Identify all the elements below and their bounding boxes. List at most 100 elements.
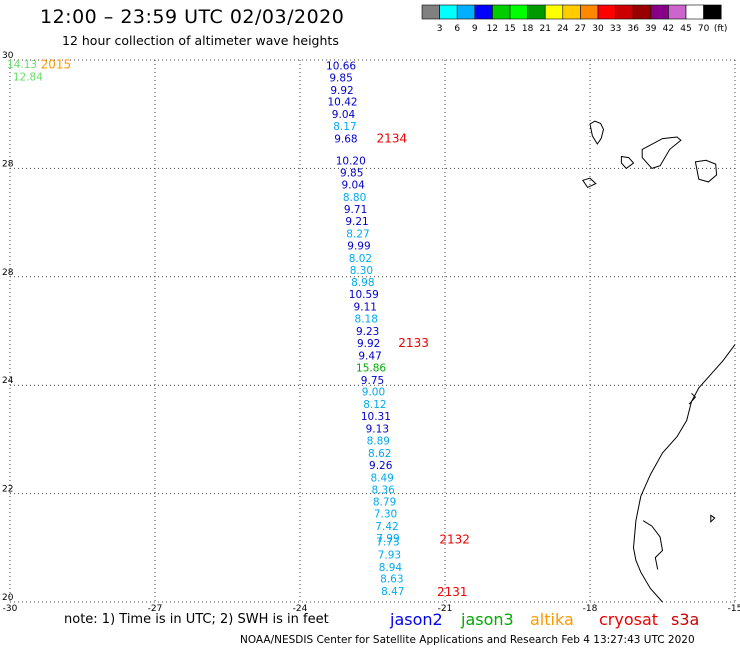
pass-number-label: 2134	[377, 132, 408, 146]
lat-tick-label: 24	[2, 376, 14, 386]
island-outline	[582, 177, 597, 189]
wave-height-label: 8.18	[355, 314, 378, 326]
color-scale-label: 21	[539, 24, 550, 34]
pass-number-label: 2015	[41, 57, 72, 71]
wave-height-label: 8.02	[349, 253, 372, 265]
wave-height-label: 10.59	[349, 289, 379, 301]
wave-height-label: 9.23	[356, 326, 379, 338]
wave-height-label: 9.21	[345, 216, 368, 228]
wave-height-label: 9.00	[362, 387, 385, 399]
wave-height-label: 8.30	[350, 265, 373, 277]
color-scale-label: 24	[557, 24, 569, 34]
legend-cryosat: cryosat	[599, 610, 659, 629]
color-scale-label: 39	[645, 24, 657, 34]
wave-height-label: 7.99	[376, 533, 399, 545]
wave-height-label: 9.85	[329, 72, 352, 84]
lon-tick-label: -24	[293, 604, 308, 614]
color-scale-label: 33	[610, 24, 621, 34]
pass-number-label: 2133	[398, 336, 429, 350]
lon-tick-label: -18	[583, 604, 598, 614]
wave-height-label: 8.49	[370, 472, 393, 484]
wave-height-label: 8.98	[351, 277, 374, 289]
wave-height-label: 10.20	[336, 155, 366, 167]
wave-height-label: 9.11	[354, 302, 377, 314]
color-scale-label: 45	[680, 24, 691, 34]
wave-height-label: 12.84	[13, 71, 43, 83]
lat-tick-label: 28	[2, 268, 14, 278]
wave-height-label: 8.89	[367, 435, 390, 447]
legend-s3a: s3a	[671, 610, 700, 629]
island-outline	[694, 159, 718, 183]
island-outline	[641, 136, 682, 169]
color-scale-label: 70	[698, 24, 710, 34]
color-swatch	[703, 4, 722, 20]
wave-height-label: 9.04	[341, 180, 365, 192]
wave-height-label: 8.79	[373, 497, 396, 509]
pass-number-label: 2132	[439, 533, 470, 547]
wave-height-label: 9.92	[330, 85, 353, 97]
wave-height-label: 14.13	[7, 59, 37, 71]
color-scale-label: 18	[522, 24, 534, 34]
color-scale-label: 6	[454, 24, 460, 34]
color-scale-label: 30	[592, 24, 604, 34]
lon-tick-label: -15	[728, 604, 740, 614]
wave-height-label: 9.92	[357, 338, 380, 350]
wave-height-label: 9.47	[358, 350, 381, 362]
wave-height-label: 9.13	[366, 424, 389, 436]
wave-height-label: 10.31	[361, 411, 391, 423]
color-scale-label: 36	[627, 24, 639, 34]
footer-credit: NOAA/NESDIS Center for Satellite Applica…	[240, 634, 695, 646]
color-scale-label: 12	[487, 24, 498, 34]
page-subtitle: 12 hour collection of altimeter wave hei…	[62, 33, 339, 48]
wave-height-label: 9.99	[347, 240, 370, 252]
color-scale-bar: 3 6 9 12 15 18 21 24 27 30 33 36 39 42 45 70 (ft)	[421, 4, 728, 34]
coastline	[632, 344, 736, 603]
legend-altika: altika	[530, 610, 574, 629]
wave-height-label: 7.30	[374, 509, 397, 521]
wave-height-label: 8.17	[333, 121, 356, 133]
wave-height-label: 9.85	[340, 168, 363, 180]
island-outline	[589, 120, 605, 145]
wave-height-label: 8.27	[346, 228, 369, 240]
wave-height-label: 15.86	[356, 362, 386, 374]
wave-height-label: 9.71	[344, 204, 367, 216]
wave-height-label: 8.80	[343, 192, 366, 204]
legend-jason2: jason2	[390, 610, 443, 629]
footer-note: note: 1) Time is in UTC; 2) SWH is in fe…	[64, 612, 329, 627]
wave-height-label: 9.75	[361, 375, 384, 387]
color-scale-label: 15	[504, 24, 515, 34]
coastline	[642, 520, 664, 570]
lat-tick-label: 22	[2, 485, 13, 495]
wave-height-label: 9.26	[369, 460, 393, 472]
lat-tick-label: 28	[2, 159, 14, 169]
lon-tick-label: -21	[438, 604, 453, 614]
lon-tick-label: -30	[3, 604, 18, 614]
wave-height-label: 10.66	[326, 60, 356, 72]
wave-height-label: 10.42	[328, 97, 358, 109]
color-scale-label: 42	[663, 24, 674, 34]
wave-height-label: 8.47	[381, 586, 404, 598]
island-outline	[710, 514, 716, 523]
wave-height-label: 8.62	[368, 448, 391, 460]
color-scale-unit: (ft)	[714, 24, 728, 34]
lat-tick-label: 20	[2, 593, 14, 603]
wave-height-label: 7.93	[378, 549, 401, 561]
color-scale-label: 9	[472, 24, 478, 34]
wave-height-label: 8.63	[380, 574, 403, 586]
wave-height-label: 8.94	[379, 562, 403, 574]
coastline	[688, 392, 697, 405]
lat-tick-label: 30	[2, 51, 14, 61]
page-title: 12:00 – 23:59 UTC 02/03/2020	[40, 6, 345, 28]
wave-height-label: 7.73	[376, 536, 399, 548]
color-scale-label: 3	[437, 24, 443, 34]
island-outline	[620, 155, 635, 170]
color-scale-label: 27	[575, 24, 586, 34]
wave-height-label: 8.12	[363, 399, 386, 411]
legend-jason3: jason3	[461, 610, 514, 629]
wave-height-label: 9.68	[334, 134, 357, 146]
wave-height-label: 8.36	[371, 484, 395, 496]
pass-number-label: 2131	[437, 585, 468, 599]
wave-height-label: 9.04	[332, 109, 356, 121]
lon-tick-label: -27	[148, 604, 163, 614]
